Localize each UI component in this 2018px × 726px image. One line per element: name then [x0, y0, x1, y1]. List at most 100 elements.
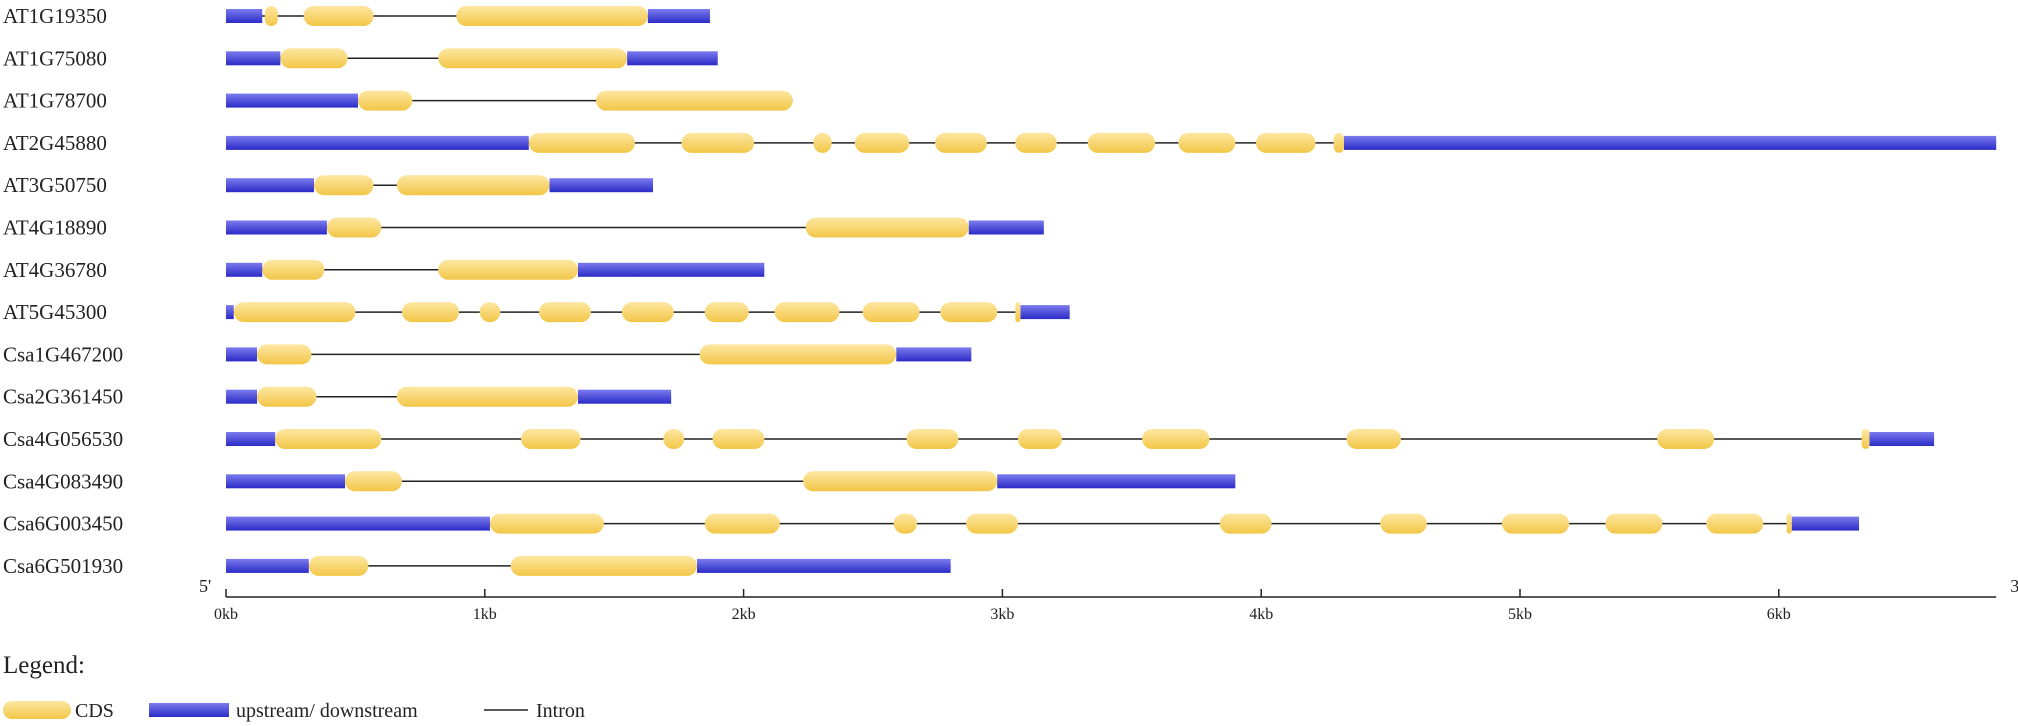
cds-exon: [1015, 132, 1057, 153]
five-prime-label: 5': [199, 576, 211, 596]
cds-exon: [1501, 513, 1570, 534]
cds-exon: [326, 217, 382, 238]
cds-exon: [935, 132, 987, 153]
cds-exon: [1219, 513, 1272, 534]
utr-region: [226, 516, 490, 531]
gene-label: Csa4G056530: [3, 427, 123, 451]
cds-exon: [712, 429, 765, 449]
legend-label: Intron: [536, 700, 585, 722]
cds-exon: [257, 344, 312, 365]
legend-cds-swatch: [3, 701, 71, 719]
legend-label: CDS: [75, 700, 114, 722]
tick-label: 4kb: [1249, 606, 1273, 623]
utr-region: [226, 305, 234, 320]
gene-row: AT1G19350: [3, 4, 710, 28]
cds-exon: [1706, 513, 1764, 534]
utr-region: [226, 558, 309, 573]
cds-exon: [1346, 429, 1401, 449]
utr-region: [647, 9, 710, 23]
cds-exon: [479, 302, 501, 323]
gene-row: AT5G45300: [3, 300, 1070, 324]
gene-label: AT1G78700: [3, 89, 107, 113]
gene-label: Csa2G361450: [3, 385, 123, 409]
tick-label: 1kb: [473, 606, 497, 623]
cds-exon: [262, 259, 325, 280]
cds-exon: [456, 6, 648, 26]
gene-label: AT4G36780: [3, 258, 107, 282]
gene-row: AT4G18890: [3, 216, 1044, 240]
cds-exon: [528, 132, 635, 153]
cds-exon: [681, 132, 754, 153]
utr-region: [226, 9, 263, 23]
cds-exon: [805, 217, 969, 238]
tick-label: 0kb: [214, 606, 238, 623]
cds-exon: [1605, 513, 1663, 534]
cds-exon: [1380, 513, 1427, 534]
tick-label: 5kb: [1508, 606, 1532, 623]
utr-region: [1020, 305, 1070, 320]
cds-exon: [854, 132, 910, 153]
gene-label: Csa4G083490: [3, 469, 123, 493]
gene-label: AT2G45880: [3, 131, 107, 155]
gene-row: Csa4G056530: [3, 427, 1935, 451]
cds-exon: [966, 513, 1018, 534]
cds-exon: [438, 259, 578, 280]
cds-exon: [596, 90, 793, 111]
gene-row: AT1G75080: [3, 46, 718, 70]
legend: Legend: CDS upstream/ downstream Intron: [3, 652, 585, 722]
cds-exon: [308, 555, 369, 576]
cds-exon: [357, 90, 413, 111]
cds-exon: [233, 302, 356, 323]
axis-ticks: 0kb 1kb 2kb 3kb 4kb 5kb 6kb: [214, 589, 1791, 623]
cds-exon: [704, 302, 749, 323]
cds-exon: [438, 48, 628, 69]
utr-region: [627, 51, 718, 66]
cds-exon: [313, 175, 374, 196]
gene-row: Csa6G003450: [3, 512, 1860, 536]
cds-exon: [1256, 132, 1316, 153]
legend-title: Legend:: [3, 652, 85, 679]
cds-exon: [510, 555, 698, 576]
legend-label: upstream/ downstream: [236, 700, 418, 722]
cds-exon: [1142, 429, 1210, 449]
cds-exon: [1786, 513, 1792, 534]
cds-exon: [1657, 429, 1715, 449]
utr-region: [226, 432, 276, 446]
utr-region: [226, 389, 258, 404]
gene-row: AT1G78700: [3, 89, 793, 113]
kb-axis: 5' 3' 0kb 1kb 2kb 3kb 4kb 5kb 6kb: [199, 576, 2018, 623]
cds-exon: [275, 429, 382, 449]
gene-label: AT4G18890: [3, 216, 107, 240]
cds-exon: [539, 302, 591, 323]
cds-exon: [264, 6, 278, 26]
cds-exon: [699, 344, 897, 365]
gene-row: AT2G45880: [3, 131, 1997, 155]
gene-label: AT1G19350: [3, 4, 107, 28]
cds-exon: [813, 132, 832, 153]
utr-region: [226, 347, 258, 362]
utr-region: [549, 178, 654, 193]
utr-region: [226, 178, 314, 193]
utr-region: [1344, 135, 1997, 150]
tick-label: 6kb: [1767, 606, 1791, 623]
utr-region: [226, 93, 358, 108]
utr-region: [1869, 432, 1935, 446]
cds-exon: [257, 386, 317, 407]
utr-region: [896, 347, 972, 362]
cds-exon: [345, 471, 402, 492]
gene-label: Csa6G003450: [3, 512, 123, 536]
cds-exon: [1017, 429, 1062, 449]
utr-region: [226, 474, 346, 489]
cds-exon: [1861, 429, 1870, 449]
cds-exon: [1015, 302, 1021, 323]
gene-label: Csa6G501930: [3, 554, 123, 578]
cds-exon: [803, 471, 998, 492]
cds-exon: [521, 429, 581, 449]
gene-label: AT1G75080: [3, 46, 107, 70]
utr-region: [226, 262, 263, 277]
cds-exon: [1333, 132, 1345, 153]
gene-label: AT3G50750: [3, 173, 107, 197]
cds-exon: [906, 429, 959, 449]
utr-region: [226, 220, 327, 235]
three-prime-label: 3': [2010, 576, 2018, 596]
